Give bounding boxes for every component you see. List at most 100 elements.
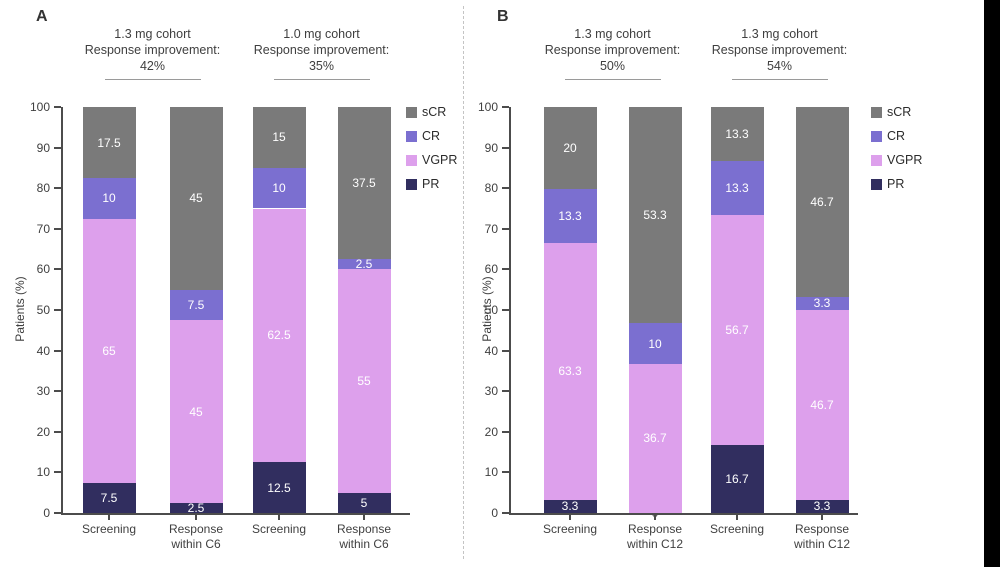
bar-segment-value: 46.7 (810, 397, 834, 412)
x-category-label: Screening (682, 522, 792, 537)
legend-label-pr: PR (887, 177, 905, 191)
bar-segment-vgpr (543, 242, 597, 500)
bar-segment-vgpr (82, 218, 136, 483)
y-tick (502, 390, 509, 393)
y-tick-label: 50 (36, 303, 50, 317)
y-tick-label: 100 (477, 100, 498, 114)
y-tick-label: 10 (36, 465, 50, 480)
bar-segment-value: 12.5 (267, 480, 291, 495)
y-tick (54, 471, 61, 474)
group-annotation-line: 50% (599, 59, 626, 73)
x-category-line: Screening (709, 522, 765, 536)
legend-label-vgpr: VGPR (887, 153, 923, 167)
legend-label-scr: sCR (422, 105, 447, 119)
bar-segment-value: 7.5 (187, 297, 205, 312)
bar-segment-value: 46.7 (810, 194, 834, 209)
x-category-label: Response within C6 (141, 522, 251, 552)
bar-segment-value: 16.7 (725, 472, 749, 487)
y-tick-label: 50 (484, 303, 498, 317)
bar-segment-scr (337, 107, 391, 260)
bar-segment-value: 10 (102, 191, 116, 206)
y-tick-label: 0 (491, 506, 498, 520)
y-tick-label: 40 (484, 343, 498, 358)
bar-segment-cr (795, 296, 849, 310)
bar-segment-value: 10 (648, 336, 662, 351)
y-axis (509, 107, 511, 515)
x-category-label: Response within C12 (767, 522, 877, 552)
x-category-line: Screening (251, 522, 307, 536)
group-annotation: 1.3 mg cohort Response improvement: 54% (685, 26, 875, 74)
y-tick-label: 80 (484, 181, 498, 196)
bar-segment-pr (795, 499, 849, 513)
legend-swatch-vgpr (871, 155, 882, 166)
y-tick-label: 20 (36, 424, 50, 439)
annotation-underline (564, 79, 661, 80)
group-annotation-line: Response improvement: (253, 43, 390, 57)
bar-segment-pr (543, 499, 597, 513)
right-edge-strip (984, 0, 1000, 567)
bar-segment-value: 63.3 (558, 364, 582, 379)
y-tick-label: 20 (484, 424, 498, 439)
group-annotation-line: 1.0 mg cohort (283, 27, 360, 41)
bar-segment-value: 7.5 (100, 490, 118, 505)
y-tick (54, 268, 61, 271)
x-axis (509, 513, 858, 515)
x-category-line: within C12 (793, 537, 851, 551)
legend-label-cr: CR (887, 129, 906, 143)
bar-segment-pr (337, 492, 391, 513)
y-tick-label: 60 (36, 262, 50, 277)
bar-segment-value: 13.3 (725, 126, 749, 141)
annotation-underline (731, 79, 828, 80)
y-tick (502, 268, 509, 271)
panel-label-A: A (36, 8, 48, 25)
group-annotation-line: 1.3 mg cohort (741, 27, 818, 41)
legend-swatch-scr (871, 107, 882, 118)
x-tick (195, 515, 197, 520)
bar-segment-cr (252, 167, 306, 209)
x-category-line: Response (627, 522, 683, 536)
y-tick-label: 40 (36, 343, 50, 358)
y-tick (502, 309, 509, 311)
bar-segment-vgpr (795, 310, 849, 500)
x-category-label: Screening (515, 522, 625, 537)
bar-segment-vgpr (252, 208, 306, 463)
legend-swatch-cr (871, 131, 882, 142)
legend-label-scr: sCR (887, 105, 912, 119)
x-tick (654, 515, 656, 520)
y-tick-label: 90 (484, 140, 498, 155)
bar-segment-value: 5 (360, 495, 368, 510)
y-axis-title: Patients (%) (480, 276, 494, 342)
y-tick (54, 349, 61, 352)
group-annotation-line: 35% (308, 59, 335, 73)
bar-segment-value: 36.7 (643, 431, 667, 446)
bar-segment-value: 53.3 (643, 208, 667, 223)
bar-segment-vgpr (337, 269, 391, 493)
x-tick (108, 515, 110, 520)
group-annotation-line: Response improvement: (84, 43, 221, 57)
bar-segment-value: 45 (189, 191, 203, 206)
x-category-line: Screening (542, 522, 598, 536)
group-annotation-line: Response improvement: (711, 43, 848, 57)
y-axis-title: Patients (%) (13, 276, 27, 342)
x-category-label: Screening (54, 522, 164, 537)
legend-label-cr: CR (422, 129, 441, 143)
group-annotation: 1.3 mg cohort Response improvement: 50% (518, 26, 708, 74)
x-tick (363, 515, 365, 520)
y-tick-label: 30 (484, 384, 498, 399)
annotation-underline (273, 79, 370, 80)
bar-segment-scr (628, 107, 682, 324)
bar-segment-cr (710, 160, 764, 215)
x-category-line: within C6 (171, 537, 221, 551)
y-tick (502, 227, 509, 230)
y-tick (54, 146, 61, 149)
bar-segment-vgpr (628, 363, 682, 513)
x-category-label: Response within C6 (309, 522, 419, 552)
bar-segment-cr (543, 188, 597, 243)
bar-segment-value: 17.5 (97, 135, 121, 150)
bar-segment-value: 2.5 (187, 500, 205, 515)
x-category-line: Response (794, 522, 850, 536)
group-annotation-line: 1.3 mg cohort (574, 27, 651, 41)
y-tick (54, 430, 61, 433)
x-category-line: within C6 (339, 537, 389, 551)
